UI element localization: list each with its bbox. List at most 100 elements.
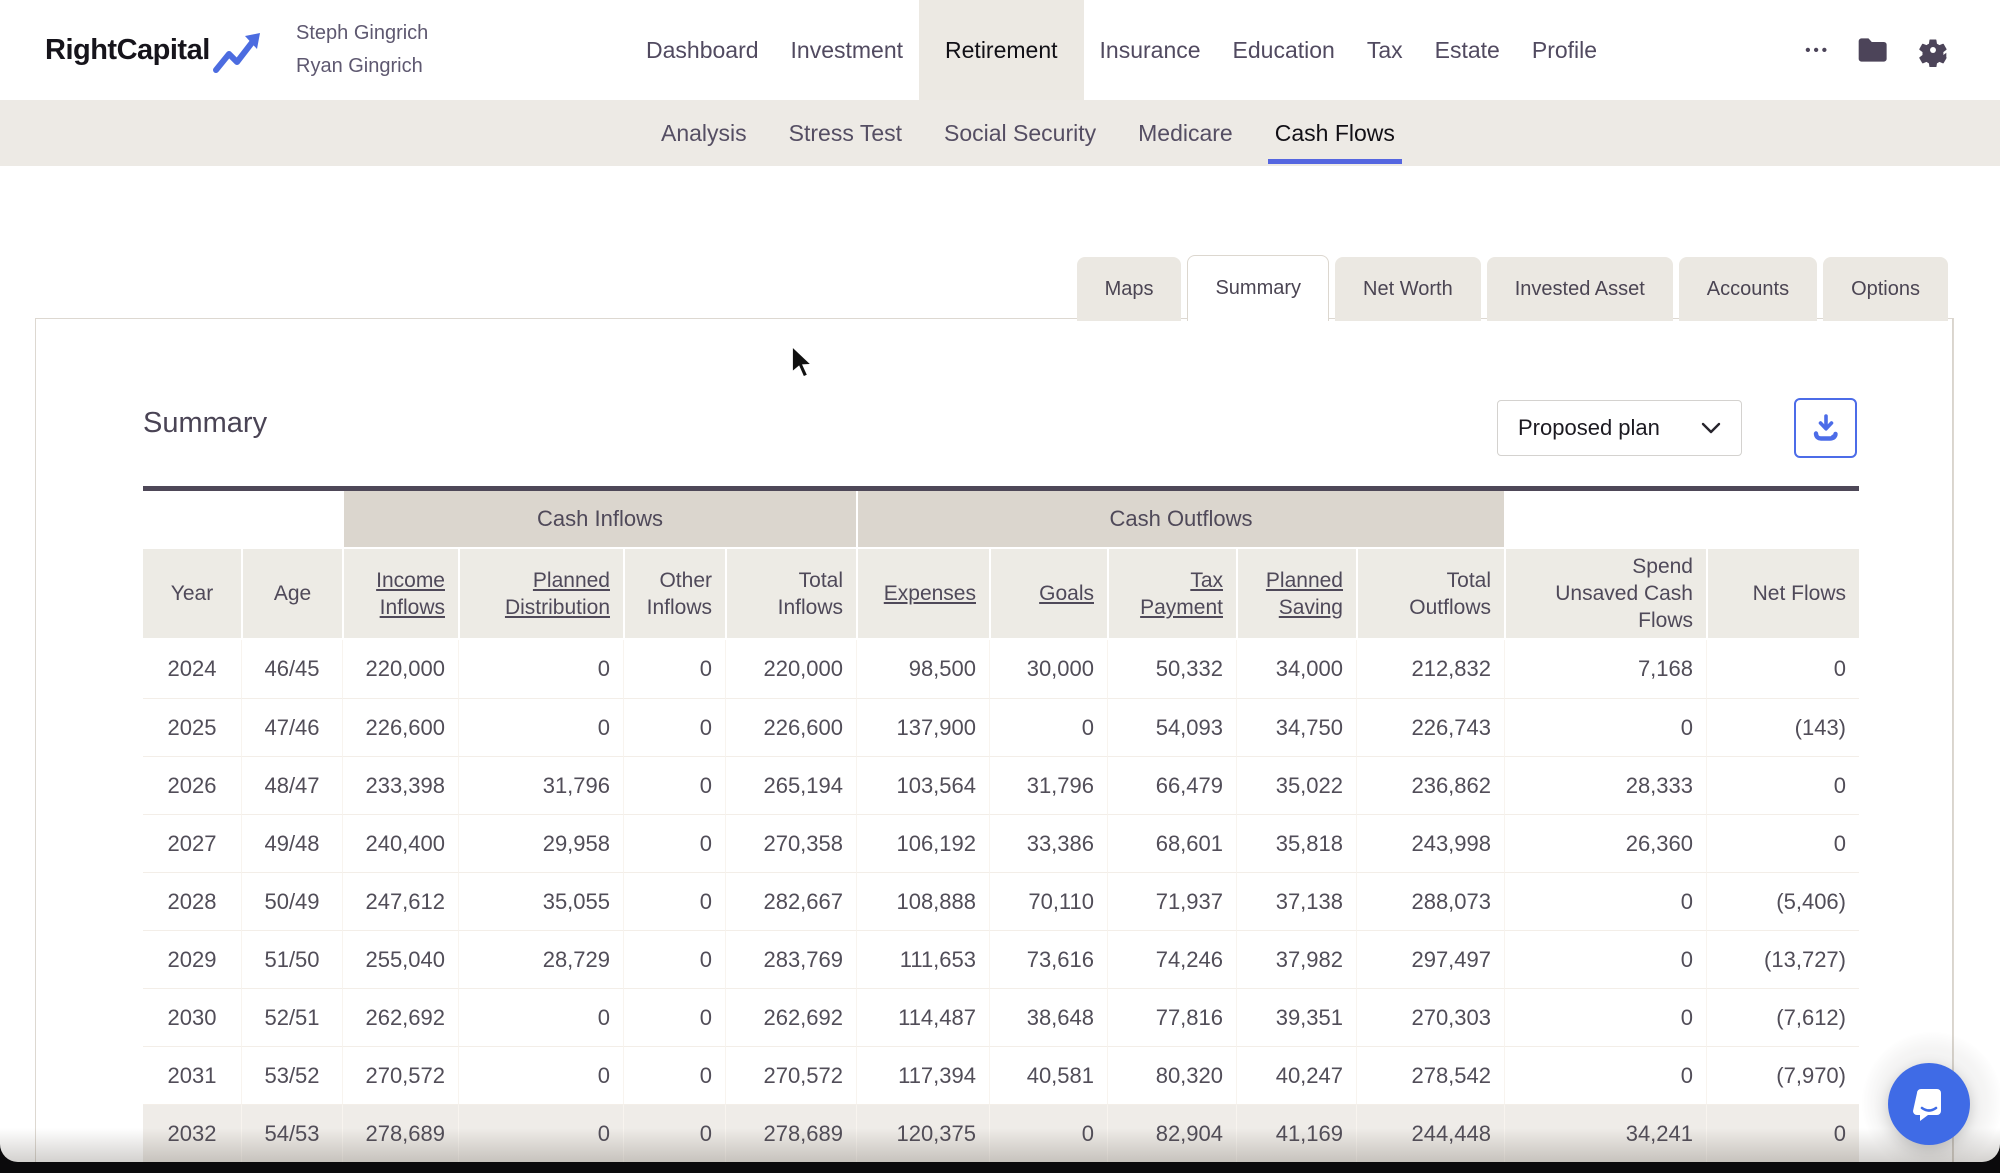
settings-gear-icon[interactable] [1916, 33, 1950, 67]
nav-item-tax[interactable]: Tax [1366, 36, 1403, 63]
column-header-income-inflows[interactable]: Income Inflows [342, 549, 458, 640]
tab-maps[interactable]: Maps [1076, 257, 1182, 321]
column-header-goals[interactable]: Goals [989, 549, 1107, 640]
subnav-item-cash-flows[interactable]: Cash Flows [1254, 100, 1416, 166]
column-header-planned-saving[interactable]: Planned Saving [1236, 549, 1356, 640]
nav-item-retirement[interactable]: Retirement [919, 0, 1084, 100]
column-header-total-inflows: Total Inflows [725, 549, 856, 640]
chat-launcher-button[interactable] [1888, 1063, 1970, 1145]
cell-2027-tax-payment: 68,601 [1107, 814, 1236, 872]
cell-2028-goals: 70,110 [989, 872, 1107, 930]
cell-2028-tax-payment: 71,937 [1107, 872, 1236, 930]
subnav-item-social-security[interactable]: Social Security [944, 119, 1097, 146]
tab-net-worth[interactable]: Net Worth [1335, 257, 1481, 321]
cell-2027-planned-distribution: 29,958 [458, 814, 623, 872]
cell-2028-net-flows: (5,406) [1706, 872, 1859, 930]
group-header-blank [143, 491, 342, 549]
tab-accounts[interactable]: Accounts [1678, 257, 1818, 321]
cell-2032-tax-payment: 82,904 [1107, 1104, 1236, 1162]
page-title: Summary [143, 407, 268, 439]
cell-2027-expenses: 106,192 [856, 814, 989, 872]
cell-2026-total-outflows: 236,862 [1356, 756, 1504, 814]
table-body: 2024 46/45 220,000 0 0 220,000 98,500 30,000 50,… [143, 640, 1859, 1162]
cell-2027-age: 49/48 [241, 814, 342, 872]
cell-2032-other-inflows: 0 [623, 1104, 725, 1162]
column-header-tax-payment[interactable]: Tax Payment [1107, 549, 1236, 640]
cell-2031-goals: 40,581 [989, 1046, 1107, 1104]
column-header-total-outflows: Total Outflows [1356, 549, 1504, 640]
table-row-2025: 2025 47/46 226,600 0 0 226,600 137,900 0 54,093 3… [143, 698, 1859, 756]
cell-2024-tax-payment: 50,332 [1107, 640, 1236, 698]
cell-2024-other-inflows: 0 [623, 640, 725, 698]
subnav-item-analysis[interactable]: Analysis [661, 119, 747, 146]
table-row-2030: 2030 52/51 262,692 0 0 262,692 114,487 38,648 77… [143, 988, 1859, 1046]
nav-item-insurance[interactable]: Insurance [1099, 36, 1201, 63]
subnav-item-medicare[interactable]: Medicare [1138, 119, 1233, 146]
cell-2024-age: 46/45 [241, 640, 342, 698]
plan-select[interactable]: Proposed plan [1497, 400, 1742, 456]
group-header-cash-inflows: Cash Inflows [342, 491, 856, 549]
column-header-planned-distribution[interactable]: Planned Distribution [458, 549, 623, 640]
nav-item-estate[interactable]: Estate [1434, 36, 1500, 63]
column-header-spend-unsaved-cash-flows: Spend Unsaved Cash Flows [1504, 549, 1706, 640]
cell-2030-age: 52/51 [241, 988, 342, 1046]
nav-item-investment[interactable]: Investment [790, 36, 904, 63]
cell-2030-total-outflows: 270,303 [1356, 988, 1504, 1046]
cell-2031-year: 2031 [143, 1046, 241, 1104]
cell-2028-expenses: 108,888 [856, 872, 989, 930]
table-row-2027: 2027 49/48 240,400 29,958 0 270,358 106,192 33,… [143, 814, 1859, 872]
cell-2029-spend-unsaved-cash-flows: 0 [1504, 930, 1706, 988]
more-menu-icon[interactable]: ••• [1805, 41, 1830, 59]
cell-2030-income-inflows: 262,692 [342, 988, 458, 1046]
cell-2032-expenses: 120,375 [856, 1104, 989, 1162]
trend-arrow-icon [212, 33, 260, 73]
nav-items: Dashboard Investment Retirement Insurance Ed… [630, 0, 1950, 100]
cell-2028-planned-distribution: 35,055 [458, 872, 623, 930]
client-names[interactable]: Steph Gingrich Ryan Gingrich [296, 17, 428, 83]
cell-2031-income-inflows: 270,572 [342, 1046, 458, 1104]
tab-summary[interactable]: Summary [1187, 255, 1330, 321]
cell-2031-net-flows: (7,970) [1706, 1046, 1859, 1104]
cell-2029-total-inflows: 283,769 [725, 930, 856, 988]
cell-2030-net-flows: (7,612) [1706, 988, 1859, 1046]
cell-2024-net-flows: 0 [1706, 640, 1859, 698]
brand-logo[interactable]: RightCapital [45, 0, 264, 100]
cell-2028-age: 50/49 [241, 872, 342, 930]
cell-2026-planned-saving: 35,022 [1236, 756, 1356, 814]
cell-2024-total-outflows: 212,832 [1356, 640, 1504, 698]
group-header-row: Cash Inflows Cash Outflows [143, 491, 1859, 549]
cell-2030-goals: 38,648 [989, 988, 1107, 1046]
cell-2026-expenses: 103,564 [856, 756, 989, 814]
cell-2026-tax-payment: 66,479 [1107, 756, 1236, 814]
subnav-item-stress-test[interactable]: Stress Test [788, 119, 902, 146]
sub-navigation: Analysis Stress Test Social Security Medica… [0, 100, 2000, 166]
tab-options[interactable]: Options [1823, 257, 1948, 321]
cell-2028-other-inflows: 0 [623, 872, 725, 930]
cell-2027-planned-saving: 35,818 [1236, 814, 1356, 872]
cell-2024-planned-distribution: 0 [458, 640, 623, 698]
column-header-expenses[interactable]: Expenses [856, 549, 989, 640]
cell-2026-total-inflows: 265,194 [725, 756, 856, 814]
cell-2031-expenses: 117,394 [856, 1046, 989, 1104]
cell-2024-year: 2024 [143, 640, 241, 698]
group-header-cash-outflows: Cash Outflows [856, 491, 1504, 549]
cell-2029-tax-payment: 74,246 [1107, 930, 1236, 988]
nav-item-dashboard[interactable]: Dashboard [646, 36, 759, 63]
cell-2025-total-outflows: 226,743 [1356, 698, 1504, 756]
tab-invested-asset[interactable]: Invested Asset [1486, 257, 1673, 321]
nav-item-education[interactable]: Education [1232, 36, 1335, 63]
top-navigation: RightCapital Steph Gingrich Ryan Gingric… [0, 0, 2000, 100]
cell-2024-total-inflows: 220,000 [725, 640, 856, 698]
cell-2032-total-outflows: 244,448 [1356, 1104, 1504, 1162]
cell-2025-other-inflows: 0 [623, 698, 725, 756]
cell-2032-goals: 0 [989, 1104, 1107, 1162]
cell-2030-planned-saving: 39,351 [1236, 988, 1356, 1046]
cell-2028-planned-saving: 37,138 [1236, 872, 1356, 930]
nav-item-profile[interactable]: Profile [1531, 36, 1598, 63]
cell-2026-other-inflows: 0 [623, 756, 725, 814]
folder-icon[interactable] [1856, 35, 1890, 65]
download-button[interactable] [1794, 398, 1857, 458]
cell-2031-spend-unsaved-cash-flows: 0 [1504, 1046, 1706, 1104]
subnav-items: Analysis Stress Test Social Security Medica… [640, 100, 1416, 166]
